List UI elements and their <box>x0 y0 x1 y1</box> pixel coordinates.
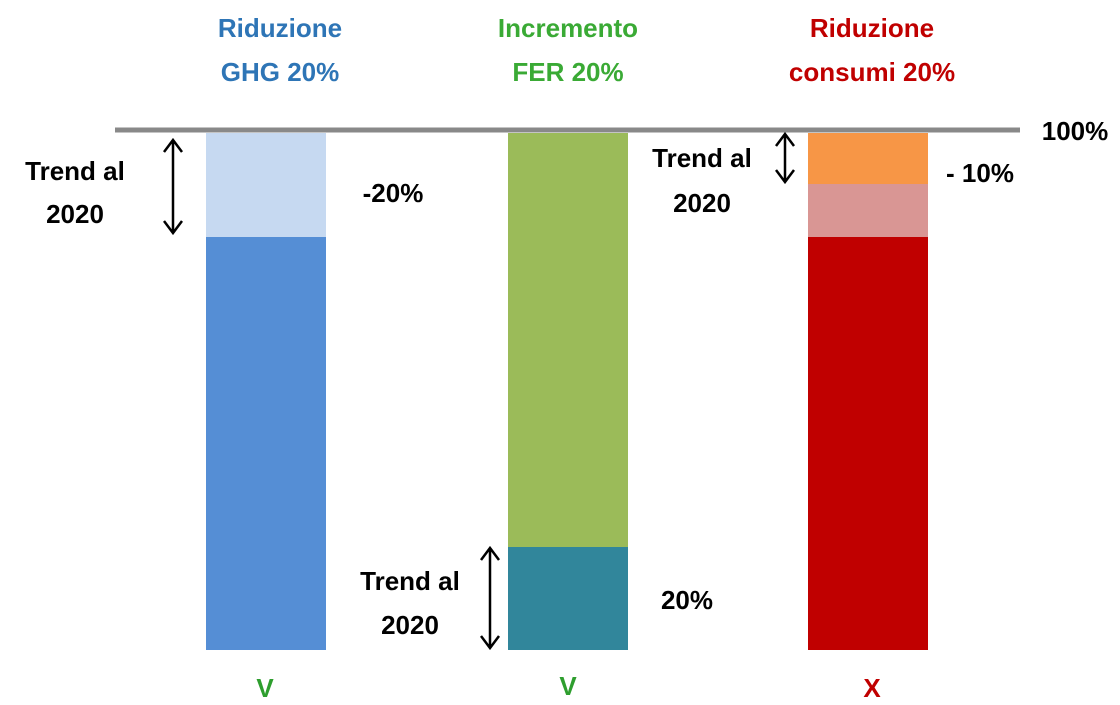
segment-label: -20% <box>363 178 424 208</box>
arrow <box>775 131 795 185</box>
verdict: V <box>559 671 577 701</box>
bar-segment <box>206 237 326 650</box>
column-ghg: Riduzione GHG 20% -20% Trend al 2020 V <box>25 13 423 703</box>
trend-label: 2020 <box>673 188 731 218</box>
column-title: GHG 20% <box>221 57 340 87</box>
bar-segment <box>808 133 928 184</box>
column-title: FER 20% <box>512 57 623 87</box>
trend-label: 2020 <box>381 610 439 640</box>
bar-segment <box>508 547 628 650</box>
verdict: X <box>863 673 881 703</box>
trend-label: Trend al <box>652 143 752 173</box>
trend-label: Trend al <box>360 566 460 596</box>
column-title: Riduzione <box>218 13 342 43</box>
bar-segment <box>508 133 628 547</box>
arrow <box>163 137 183 236</box>
column-fer: Incremento FER 20% 20% Trend al 2020 V <box>360 13 713 701</box>
verdict: V <box>256 673 274 703</box>
top-label: 100% <box>1042 116 1109 146</box>
column-consumi: Riduzione consumi 20% - 10% Trend al 202… <box>652 13 1014 703</box>
segment-label: - 10% <box>946 158 1014 188</box>
column-title: Riduzione <box>810 13 934 43</box>
trend-label: 2020 <box>46 199 104 229</box>
column-title: Incremento <box>498 13 638 43</box>
bar-segment <box>206 133 326 237</box>
segment-label: 20% <box>661 585 713 615</box>
trend-label: Trend al <box>25 156 125 186</box>
bar-segment <box>808 237 928 650</box>
column-title: consumi 20% <box>789 57 955 87</box>
arrow <box>480 545 500 651</box>
bar-segment <box>808 184 928 237</box>
